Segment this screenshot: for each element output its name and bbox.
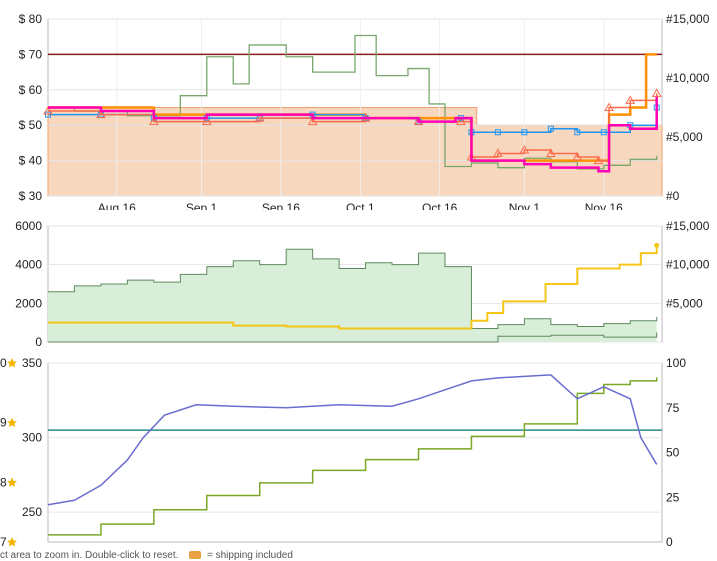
rank-line: [48, 248, 658, 329]
shipping-icon: [189, 551, 202, 560]
used-price-point: [201, 116, 212, 126]
used-price-point: [493, 148, 503, 158]
star-rating-label: 8: [0, 475, 7, 489]
star-icon: [7, 358, 17, 368]
y-tick-label: 250: [22, 505, 42, 519]
star-rating-label: 7: [0, 535, 7, 549]
y2-tick-label: #5,000: [666, 130, 703, 144]
rank-area: [48, 249, 657, 342]
y-tick-label: $ 80: [19, 12, 43, 26]
used-price-point: [254, 113, 265, 122]
new-price-point: [521, 129, 528, 136]
y2-tick-label: 25: [666, 490, 680, 504]
star-icon: [7, 477, 17, 487]
offers-endpoint: [654, 242, 660, 248]
y2-tick-label: 0: [666, 535, 673, 549]
offers-chart-svg[interactable]: 0 2000 4000 6000 #5,000 #10,000 #15,000: [0, 218, 717, 349]
used-price-point: [593, 155, 604, 165]
y-tick-label: $ 60: [19, 83, 43, 97]
zoom-hint: ct area to zoom in. Double-click to rese…: [0, 550, 179, 561]
y-tick-label: $ 50: [19, 118, 43, 132]
offers-line: [48, 245, 658, 330]
new-price-point: [574, 129, 581, 136]
y2-tick-label: #5,000: [666, 296, 703, 310]
y2-tick-label: 75: [666, 401, 680, 415]
y-tick-label: 0: [35, 335, 42, 348]
y2-tick-label: #10,000: [666, 71, 710, 85]
x-tick-label: Sep 16: [262, 201, 300, 210]
new-price-point: [600, 129, 607, 136]
rating-chart[interactable]: 250 300 350 0 25 50 75 100 0 9 8 7: [0, 355, 717, 550]
used-price-point: [96, 109, 106, 119]
x-tick-label: Nov 1: [509, 201, 541, 210]
x-tick-label: Sep 1: [186, 201, 218, 210]
used-price-point: [545, 148, 556, 158]
x-tick-label: Oct 1: [346, 201, 375, 210]
y2-tick-label: #0: [666, 189, 680, 203]
y2-tick-label: #15,000: [666, 219, 710, 233]
y-tick-label: 300: [22, 431, 42, 445]
y-tick-label: 2000: [15, 296, 42, 310]
chart-footer: ct area to zoom in. Double-click to rese…: [0, 550, 293, 561]
used-price-point: [307, 116, 318, 126]
offers-chart[interactable]: 0 2000 4000 6000 #5,000 #10,000 #15,000: [0, 218, 717, 349]
used-price-point: [604, 102, 614, 111]
plot-area: [47, 362, 663, 543]
star-icon: [7, 417, 17, 428]
y-tick-label: 6000: [15, 219, 42, 233]
new-price-point: [45, 111, 51, 118]
y2-tick-label: #10,000: [666, 258, 710, 272]
rank2-line: [48, 332, 658, 343]
x-tick-label: Oct 16: [422, 201, 458, 210]
rating-chart-svg[interactable]: 250 300 350 0 25 50 75 100 0 9 8 7: [0, 355, 717, 550]
buybox-line: [48, 96, 658, 173]
y-tick-label: $ 30: [19, 189, 43, 203]
price-chart-svg[interactable]: $ 30 $ 40 $ 50 $ 60 $ 70 $ 80 #0 #5,000 #10,000 #…: [0, 0, 717, 215]
used-price-point: [43, 106, 53, 115]
shipping-legend: = shipping included: [206, 550, 293, 561]
price-chart[interactable]: $ 30 $ 40 $ 50 $ 60 $ 70 $ 80 #0 #5,000 #10,000 #…: [0, 0, 717, 215]
used-price-point: [651, 88, 662, 97]
y2-tick-label: 50: [666, 446, 680, 460]
y2-tick-label: 100: [666, 356, 686, 370]
used-price-point: [519, 144, 530, 154]
x-tick-label: Aug 16: [98, 201, 136, 210]
star-icon: [7, 537, 17, 547]
star-rating-label: 9: [0, 416, 7, 430]
y2-tick-label: #15,000: [666, 12, 710, 26]
x-tick-label: Nov 16: [585, 201, 623, 210]
star-rating-label: 0: [0, 356, 7, 370]
used-price-point: [149, 116, 159, 126]
used-price-point: [572, 152, 583, 161]
used-price-point: [625, 95, 636, 104]
rating-line: [47, 374, 658, 506]
used-price-point: [456, 116, 466, 126]
y-tick-label: 4000: [15, 258, 42, 272]
y-tick-label: 350: [22, 356, 42, 370]
y-tick-label: $ 70: [19, 47, 43, 61]
new-price-point: [547, 125, 554, 132]
new-price-point: [494, 129, 501, 136]
y-tick-label: $ 40: [19, 154, 43, 168]
